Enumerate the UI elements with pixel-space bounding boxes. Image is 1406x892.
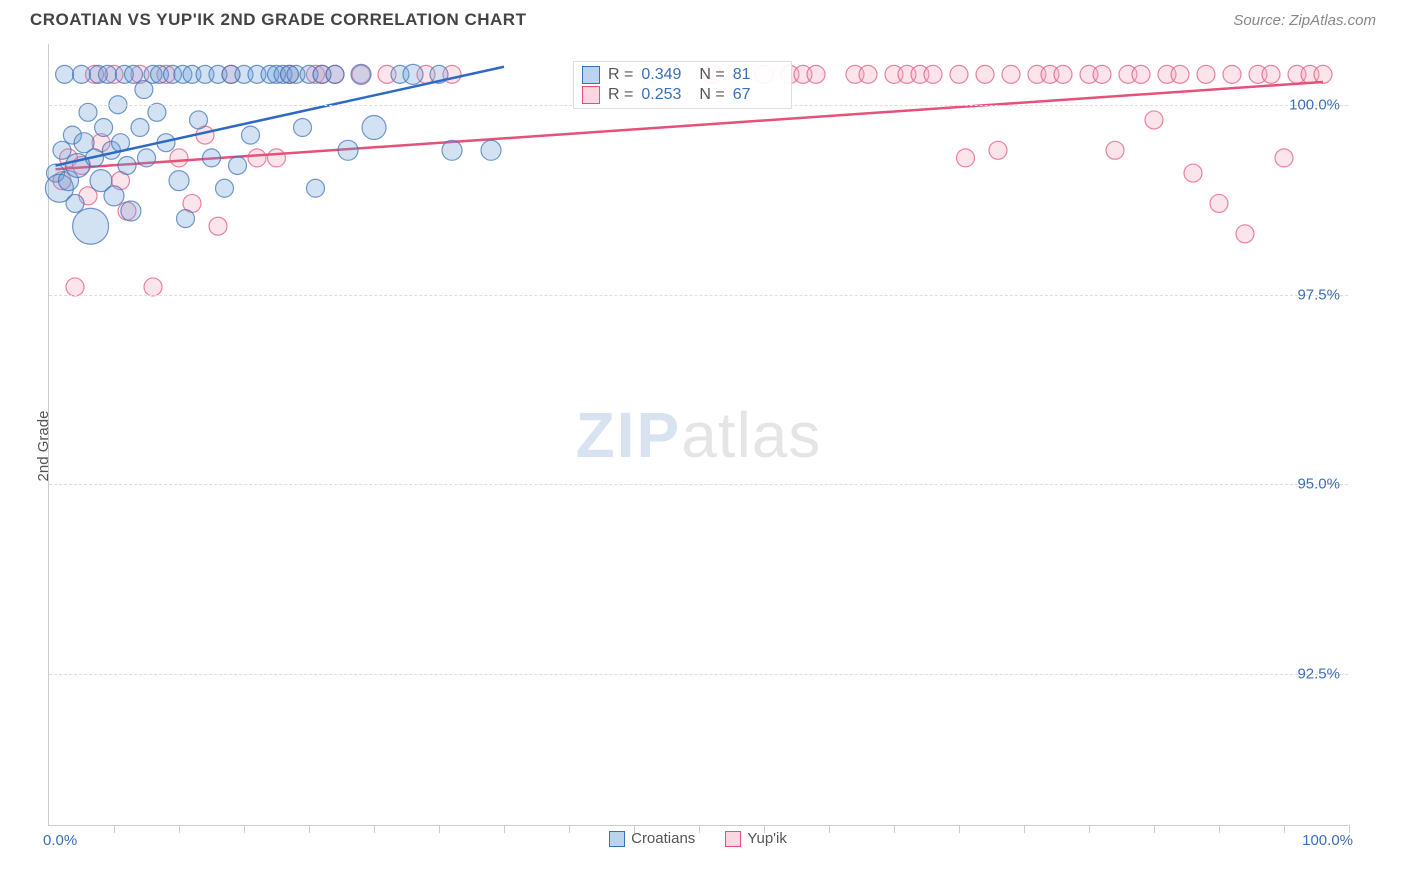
scatter-point xyxy=(481,140,501,160)
scatter-point xyxy=(1314,65,1332,83)
scatter-point xyxy=(216,179,234,197)
scatter-point xyxy=(138,149,156,167)
page-title: CROATIAN VS YUP'IK 2ND GRADE CORRELATION… xyxy=(30,10,526,30)
y-tick-label: 100.0% xyxy=(1289,96,1340,113)
scatter-point xyxy=(957,149,975,167)
scatter-point xyxy=(177,210,195,228)
scatter-point xyxy=(1236,225,1254,243)
source-prefix: Source: xyxy=(1233,12,1289,29)
scatter-point xyxy=(1275,149,1293,167)
scatter-point xyxy=(1145,111,1163,129)
scatter-point xyxy=(1093,65,1111,83)
stats-n-label: N = xyxy=(699,66,724,84)
scatter-point xyxy=(442,140,462,160)
scatter-point xyxy=(1171,65,1189,83)
scatter-point xyxy=(1210,194,1228,212)
scatter-point xyxy=(1132,65,1150,83)
scatter-point xyxy=(351,64,371,84)
scatter-point xyxy=(229,156,247,174)
chart-plot-area: ZIPatlas 92.5%95.0%97.5%100.0% xyxy=(48,44,1348,826)
scatter-point xyxy=(95,119,113,137)
scatter-point xyxy=(144,278,162,296)
scatter-point xyxy=(326,65,344,83)
scatter-point xyxy=(1262,65,1280,83)
x-label-max: 100.0% xyxy=(1302,832,1353,849)
scatter-point xyxy=(79,103,97,121)
scatter-point xyxy=(807,65,825,83)
scatter-point xyxy=(169,171,189,191)
scatter-point xyxy=(121,201,141,221)
y-tick-label: 92.5% xyxy=(1297,666,1340,683)
scatter-point xyxy=(1184,164,1202,182)
y-tick-label: 95.0% xyxy=(1297,476,1340,493)
scatter-point xyxy=(362,116,386,140)
scatter-point xyxy=(148,103,166,121)
stats-n-label: N = xyxy=(699,86,724,104)
scatter-point xyxy=(73,65,91,83)
chart-svg xyxy=(49,44,1348,825)
stats-r-croatians: 0.349 xyxy=(641,66,691,84)
scatter-point xyxy=(976,65,994,83)
scatter-point xyxy=(924,65,942,83)
scatter-point xyxy=(66,278,84,296)
scatter-point xyxy=(1106,141,1124,159)
scatter-point xyxy=(1002,65,1020,83)
swatch-croatians xyxy=(582,66,600,84)
stats-r-label: R = xyxy=(608,66,633,84)
x-axis-labels: 0.0% 100.0% xyxy=(48,832,1348,856)
gridline xyxy=(49,484,1348,485)
scatter-point xyxy=(66,194,84,212)
scatter-point xyxy=(989,141,1007,159)
source-name: ZipAtlas.com xyxy=(1289,12,1376,29)
scatter-point xyxy=(338,140,358,160)
stats-row-croatians: R = 0.349 N = 81 xyxy=(582,66,783,84)
scatter-point xyxy=(203,149,221,167)
stats-n-croatians: 81 xyxy=(733,66,783,84)
scatter-point xyxy=(307,179,325,197)
scatter-point xyxy=(190,111,208,129)
scatter-point xyxy=(1054,65,1072,83)
scatter-point xyxy=(53,141,71,159)
scatter-point xyxy=(73,208,109,244)
scatter-point xyxy=(104,186,124,206)
scatter-point xyxy=(403,64,423,84)
scatter-point xyxy=(859,65,877,83)
scatter-point xyxy=(268,149,286,167)
scatter-point xyxy=(99,65,117,83)
y-tick-label: 97.5% xyxy=(1297,286,1340,303)
gridline xyxy=(49,295,1348,296)
scatter-point xyxy=(950,65,968,83)
source-attribution: Source: ZipAtlas.com xyxy=(1233,12,1376,29)
stats-legend-box: R = 0.349 N = 81 R = 0.253 N = 67 xyxy=(573,61,792,109)
swatch-yupik xyxy=(582,86,600,104)
scatter-point xyxy=(209,217,227,235)
stats-row-yupik: R = 0.253 N = 67 xyxy=(582,86,783,104)
scatter-point xyxy=(170,149,188,167)
x-label-min: 0.0% xyxy=(43,832,77,849)
scatter-point xyxy=(118,156,136,174)
scatter-point xyxy=(1223,65,1241,83)
scatter-point xyxy=(248,149,266,167)
stats-n-yupik: 67 xyxy=(733,86,783,104)
scatter-point xyxy=(56,65,74,83)
scatter-point xyxy=(242,126,260,144)
gridline xyxy=(49,674,1348,675)
scatter-point xyxy=(294,119,312,137)
stats-r-label: R = xyxy=(608,86,633,104)
scatter-point xyxy=(1197,65,1215,83)
scatter-point xyxy=(131,119,149,137)
scatter-point xyxy=(125,65,143,83)
stats-r-yupik: 0.253 xyxy=(641,86,691,104)
